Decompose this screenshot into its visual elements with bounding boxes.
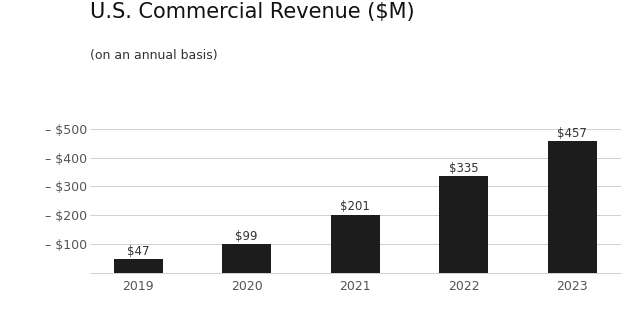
Bar bbox=[548, 141, 596, 273]
Text: $335: $335 bbox=[449, 162, 479, 175]
Text: $47: $47 bbox=[127, 245, 149, 258]
Bar bbox=[331, 215, 380, 273]
Bar bbox=[114, 259, 163, 273]
Bar bbox=[222, 244, 271, 273]
Text: (on an annual basis): (on an annual basis) bbox=[90, 49, 217, 62]
Text: $457: $457 bbox=[557, 127, 587, 140]
Bar bbox=[439, 177, 488, 273]
Text: U.S. Commercial Revenue ($M): U.S. Commercial Revenue ($M) bbox=[90, 2, 414, 22]
Text: $201: $201 bbox=[340, 200, 370, 213]
Text: $99: $99 bbox=[236, 230, 258, 243]
